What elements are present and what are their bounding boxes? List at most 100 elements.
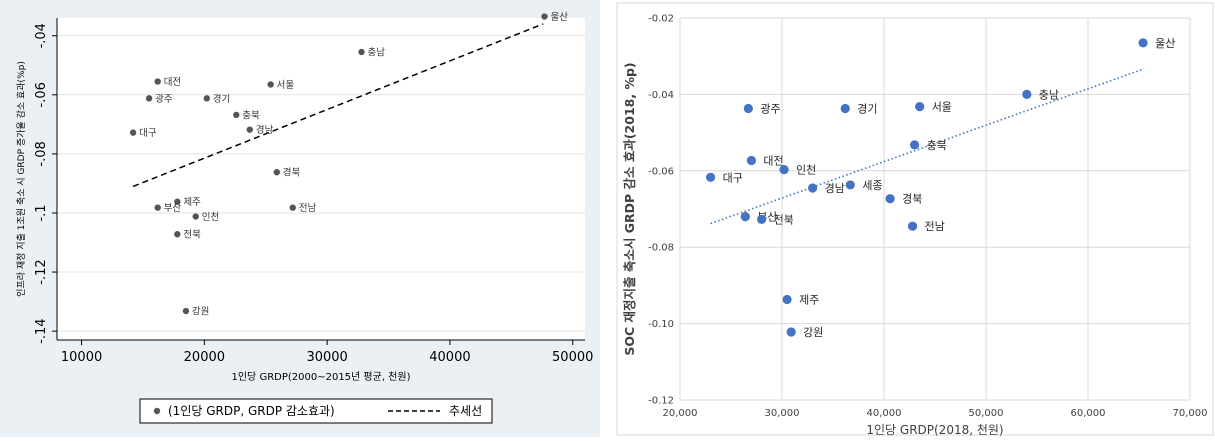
left-point <box>358 48 365 56</box>
left-x-tick-label: 20000 <box>184 350 225 365</box>
left-legend-label-points: (1인당 GRDP, GRDP 감소효과) <box>168 404 335 418</box>
left-point <box>174 231 181 238</box>
left-y-tick-label: -.1 <box>34 204 49 221</box>
right-point-label: 광주 <box>760 103 780 116</box>
left-point <box>233 111 240 119</box>
left-y-tick-label: -.08 <box>34 141 49 166</box>
right-point <box>779 165 789 175</box>
left-point-label: 경기 <box>213 93 230 105</box>
right-point-label: 경남 <box>825 182 845 195</box>
left-legend-box <box>139 398 493 424</box>
right-point-label: 충남 <box>1039 88 1059 101</box>
left-point <box>154 204 161 211</box>
left-point <box>267 81 274 88</box>
right-chart-frame <box>616 2 1214 436</box>
right-point <box>1022 89 1032 99</box>
left-point-label: 부산 <box>164 203 182 214</box>
left-point <box>541 13 548 20</box>
right-point-label: 울산 <box>1155 37 1175 50</box>
right-point <box>885 194 895 204</box>
left-point-label: 광주 <box>155 93 173 105</box>
right-y-tick-label: -0.10 <box>648 319 674 330</box>
left-point-label: 전남 <box>299 203 317 214</box>
left-point-label: 경북 <box>283 167 301 179</box>
right-y-tick-label: -0.12 <box>648 396 674 407</box>
left-point-label: 인천 <box>202 212 219 223</box>
right-point-label: 대구 <box>723 171 743 184</box>
left-point-label: 울산 <box>550 12 568 23</box>
left-point <box>145 95 153 102</box>
right-point <box>706 172 716 182</box>
left-trend-line <box>132 23 544 188</box>
right-point-label: 서울 <box>932 101 952 114</box>
left-point-label: 서울 <box>277 80 295 91</box>
right-point <box>907 221 918 231</box>
right-point <box>740 212 750 222</box>
left-x-tick-label: 10000 <box>61 350 102 365</box>
left-point-label: 대구 <box>139 128 157 139</box>
right-y-axis-label: SOC 재정지출 축소시 GRDP 감소 효과(2018, %p) <box>622 62 637 355</box>
left-point-label: 경남 <box>256 124 274 136</box>
left-point <box>182 307 190 315</box>
right-point-label: 제주 <box>799 294 819 307</box>
right-y-tick-label: -0.04 <box>648 90 674 101</box>
left-y-tick-label: -.14 <box>34 318 49 343</box>
right-point-label: 세종 <box>862 179 882 192</box>
right-point <box>786 327 796 337</box>
left-point <box>289 204 296 211</box>
left-x-tick-label: 50000 <box>552 350 593 365</box>
right-point-label: 대전 <box>763 154 783 167</box>
left-point <box>192 213 199 220</box>
left-point-label: 제주 <box>183 197 201 208</box>
left-x-tick-label: 40000 <box>429 350 470 365</box>
left-point <box>246 126 253 133</box>
right-point <box>808 183 818 193</box>
right-y-tick-label: -0.02 <box>648 14 674 25</box>
left-point <box>203 95 211 102</box>
right-point <box>1138 38 1148 48</box>
left-point-label: 대전 <box>164 77 181 88</box>
left-point-label: 강원 <box>192 307 209 318</box>
right-x-axis-label: 1인당 GRDP(2018, 천원) <box>866 422 1003 437</box>
left-y-axis-label: 인프라 재정 지출 1조원 축소 시 GRDP 증가율 감소 효과(%p) <box>15 61 27 297</box>
right-point-label: 경기 <box>857 103 877 116</box>
right-y-tick-label: -0.08 <box>648 243 674 254</box>
left-legend-label-trend: 추세선 <box>449 404 482 418</box>
left-legend-marker <box>153 407 161 415</box>
left-chart: -.04 -.06 -.08 -.1 -.12 -.14 10000 20000 30000 40… <box>0 0 600 437</box>
left-point <box>273 169 280 176</box>
right-point-label: 전남 <box>925 220 945 233</box>
right-x-tick-label: 40,000 <box>867 408 902 419</box>
left-point <box>129 129 137 136</box>
right-point <box>910 140 920 150</box>
right-x-tick-label: 20,000 <box>663 408 698 419</box>
right-point <box>915 102 925 112</box>
left-point <box>154 78 161 85</box>
right-point <box>782 294 792 305</box>
right-point-label: 강원 <box>803 326 823 339</box>
right-point-label: 경북 <box>902 193 922 206</box>
right-x-tick-label: 50,000 <box>969 408 1004 419</box>
right-point-label: 충북 <box>927 139 947 152</box>
left-point <box>174 198 181 205</box>
right-point-label: 전북 <box>774 213 794 226</box>
left-y-tick-label: -.04 <box>34 23 49 48</box>
left-y-tick-label: -.06 <box>34 82 49 107</box>
left-point-label: 충북 <box>242 110 260 121</box>
left-x-axis-label: 1인당 GRDP(2000~2015년 평균, 천원) <box>232 371 411 383</box>
right-point <box>845 180 855 190</box>
left-x-tick-label: 30000 <box>306 350 347 365</box>
right-point <box>746 155 757 166</box>
right-x-tick-label: 70,000 <box>1173 408 1208 419</box>
right-x-tick-label: 60,000 <box>1071 408 1106 419</box>
left-point-label: 충남 <box>368 47 386 58</box>
right-point <box>743 103 753 114</box>
right-point <box>840 103 850 114</box>
right-y-tick-label: -0.06 <box>648 166 674 177</box>
right-point <box>757 214 767 224</box>
left-plot-area <box>57 18 585 340</box>
right-x-tick-label: 30,000 <box>765 408 800 419</box>
